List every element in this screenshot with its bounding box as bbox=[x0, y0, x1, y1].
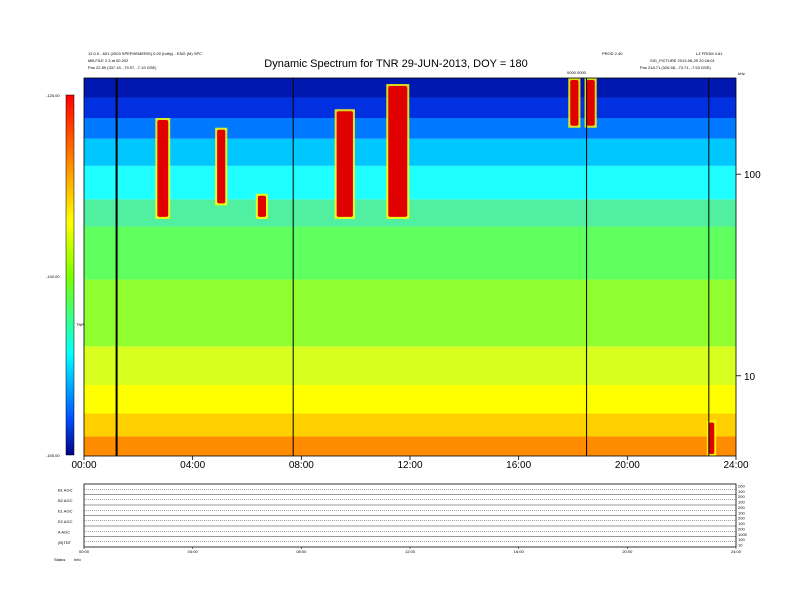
x-tick-label: 12:00 bbox=[397, 460, 422, 471]
bottom-x-tick-label: 12:00 bbox=[405, 549, 416, 554]
bottom-row-label: E2 AGC bbox=[58, 519, 73, 524]
spectrum-band bbox=[84, 138, 736, 166]
bottom-x-tick-label: 16:00 bbox=[514, 549, 525, 554]
header-right-line1a: PROD 2.40 bbox=[602, 51, 623, 56]
bottom-row-label: A AGC bbox=[58, 529, 70, 534]
x-tick-label: 04:00 bbox=[180, 460, 205, 471]
emission-event bbox=[586, 80, 595, 126]
heatmap-layer bbox=[84, 78, 736, 456]
header-right-line2: SIG_FICTURE 2013-06-29 20:18:01 bbox=[650, 58, 715, 63]
bottom-x-tick-label: 08:00 bbox=[296, 549, 307, 554]
emission-event bbox=[336, 111, 353, 217]
status-label: Status bbox=[54, 557, 66, 562]
bottom-right-tick-label: 200 bbox=[738, 526, 745, 531]
bottom-right-tick-label: 200 bbox=[738, 494, 745, 499]
vertical-markers-layer bbox=[115, 78, 710, 456]
bottom-right-tick-label: 1000 bbox=[738, 532, 748, 537]
header-left-line1: 12.0.0 - 601 (2003 SPEPHEMERIS) 0.00 (hd… bbox=[88, 51, 203, 56]
header-right-line3: Pos 218.71 (326.58, -73.71, -7.53 GSE) bbox=[640, 65, 711, 70]
marker-label: 0000 0000 bbox=[567, 70, 586, 75]
header-left-line3: Pos 22.89 (337.15, -79.97, -7.19 GSE) bbox=[88, 65, 157, 70]
bottom-row-label: B1 AGC bbox=[58, 487, 73, 492]
bottom-row-label: (B)TNT bbox=[58, 540, 72, 545]
x-tick-label: 16:00 bbox=[506, 460, 531, 471]
khz-label: kHz bbox=[738, 71, 745, 76]
colorbar bbox=[65, 94, 75, 456]
y-axis-ticks: 100 10 bbox=[736, 170, 761, 383]
bottom-right-tick-label: 200 bbox=[738, 484, 745, 489]
emission-event bbox=[257, 195, 267, 217]
header-right-line1b: LZ FROM 4.61 bbox=[696, 51, 723, 56]
bottom-right-tick-label: 200 bbox=[738, 505, 745, 510]
spectrum-band bbox=[84, 97, 736, 118]
spectrum-band bbox=[84, 413, 736, 437]
spectrum-band bbox=[84, 117, 736, 139]
bottom-right-tick-label: 10 bbox=[738, 543, 743, 548]
bottom-right-tick-label: 200 bbox=[738, 516, 745, 521]
x-tick-label: 24:00 bbox=[723, 460, 748, 471]
header-left-line2: MB-FILE 2.3 at 00.202 bbox=[88, 58, 129, 63]
emission-events-layer bbox=[155, 78, 717, 456]
bottom-x-tick-label: 04:00 bbox=[188, 549, 199, 554]
emission-event bbox=[217, 129, 226, 204]
x-tick-label: 08:00 bbox=[289, 460, 314, 471]
spectrum-band bbox=[84, 226, 736, 280]
spectrum-band bbox=[84, 165, 736, 200]
x-tick-label: 00:00 bbox=[71, 460, 96, 471]
x-axis-ticks: 00:00 04:00 08:00 12:00 16:00 20:00 24:00 bbox=[71, 456, 749, 471]
y-tick-label: 10 bbox=[744, 372, 756, 383]
emission-event bbox=[388, 86, 408, 217]
colorbar-mid-label: -140.00 bbox=[46, 274, 60, 279]
emission-event bbox=[157, 119, 169, 217]
bottom-right-tick-label: 100 bbox=[738, 500, 745, 505]
y-tick-label: 100 bbox=[744, 170, 761, 181]
emission-event bbox=[708, 422, 715, 454]
bottom-row-label: E1 AGC bbox=[58, 508, 73, 513]
info-label: Info bbox=[74, 557, 81, 562]
emission-event bbox=[570, 80, 579, 126]
spectrum-band bbox=[84, 199, 736, 227]
bottom-right-tick-label: 100 bbox=[738, 510, 745, 515]
bottom-x-tick-label: 20:00 bbox=[622, 549, 633, 554]
spectrum-band bbox=[84, 436, 736, 456]
spectrum-band bbox=[84, 385, 736, 414]
bottom-x-tick-label: 24:00 bbox=[731, 549, 742, 554]
bottom-x-tick-label: 00:00 bbox=[79, 549, 90, 554]
bottom-row-label: B2 AGC bbox=[58, 498, 73, 503]
colorbar-top-label: -125.00 bbox=[46, 93, 60, 98]
x-tick-label: 20:00 bbox=[615, 460, 640, 471]
spectrum-band bbox=[84, 346, 736, 386]
spectrum-band bbox=[84, 78, 736, 98]
colorbar-unit-label: TNR bbox=[76, 322, 85, 327]
bottom-right-tick-label: 100 bbox=[738, 489, 745, 494]
spectrum-band bbox=[84, 279, 736, 347]
bottom-right-tick-label: 100 bbox=[738, 521, 745, 526]
colorbar-bottom-label: -155.00 bbox=[46, 453, 60, 458]
chart-title: Dynamic Spectrum for TNR 29-JUN-2013, DO… bbox=[264, 58, 528, 70]
bottom-right-tick-label: 100 bbox=[738, 537, 745, 542]
